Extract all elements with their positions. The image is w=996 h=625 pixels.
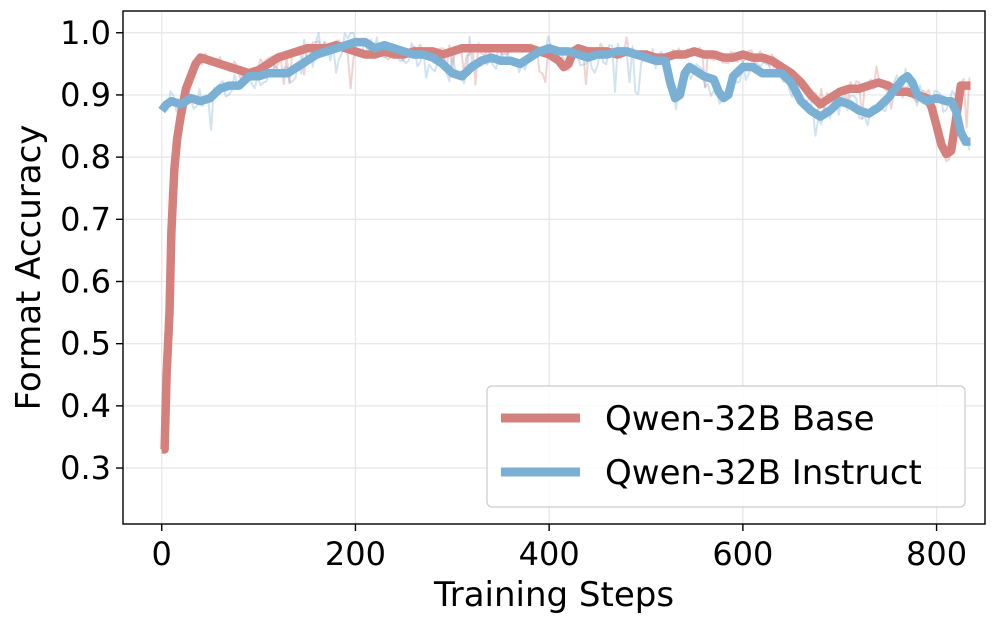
y-tick-label: 0.5 [60, 325, 111, 363]
x-axis-label: Training Steps [433, 575, 674, 615]
legend-entry-base: Qwen-32B Base [605, 399, 875, 439]
x-tick-label: 800 [906, 535, 967, 573]
y-tick-label: 0.7 [60, 200, 111, 238]
plot-frame [122, 10, 986, 525]
x-tick-label: 600 [712, 535, 773, 573]
x-tick-label: 0 [152, 535, 172, 573]
x-tick-label: 200 [325, 535, 386, 573]
y-tick-label: 0.4 [60, 387, 111, 425]
y-tick-label: 0.6 [60, 262, 111, 300]
axis-ticks: 0 200 400 600 800 0.3 0.4 0.5 0.6 0.7 0.8 0.9 1.0 [60, 14, 967, 573]
plot-area [158, 31, 971, 455]
smoothed-line-instruct [158, 37, 971, 146]
y-tick-label: 0.3 [60, 449, 111, 487]
legend: Qwen-32B Base Qwen-32B Instruct [486, 385, 966, 508]
legend-box [486, 385, 966, 508]
y-tick-label: 0.8 [60, 138, 111, 176]
series-group [158, 31, 971, 455]
x-tick-label: 400 [519, 535, 580, 573]
y-tick-label: 1.0 [60, 14, 111, 52]
legend-entry-instruct: Qwen-32B Instruct [605, 453, 922, 493]
y-axis-label: Format Accuracy [9, 125, 49, 411]
y-tick-label: 0.9 [60, 76, 111, 114]
